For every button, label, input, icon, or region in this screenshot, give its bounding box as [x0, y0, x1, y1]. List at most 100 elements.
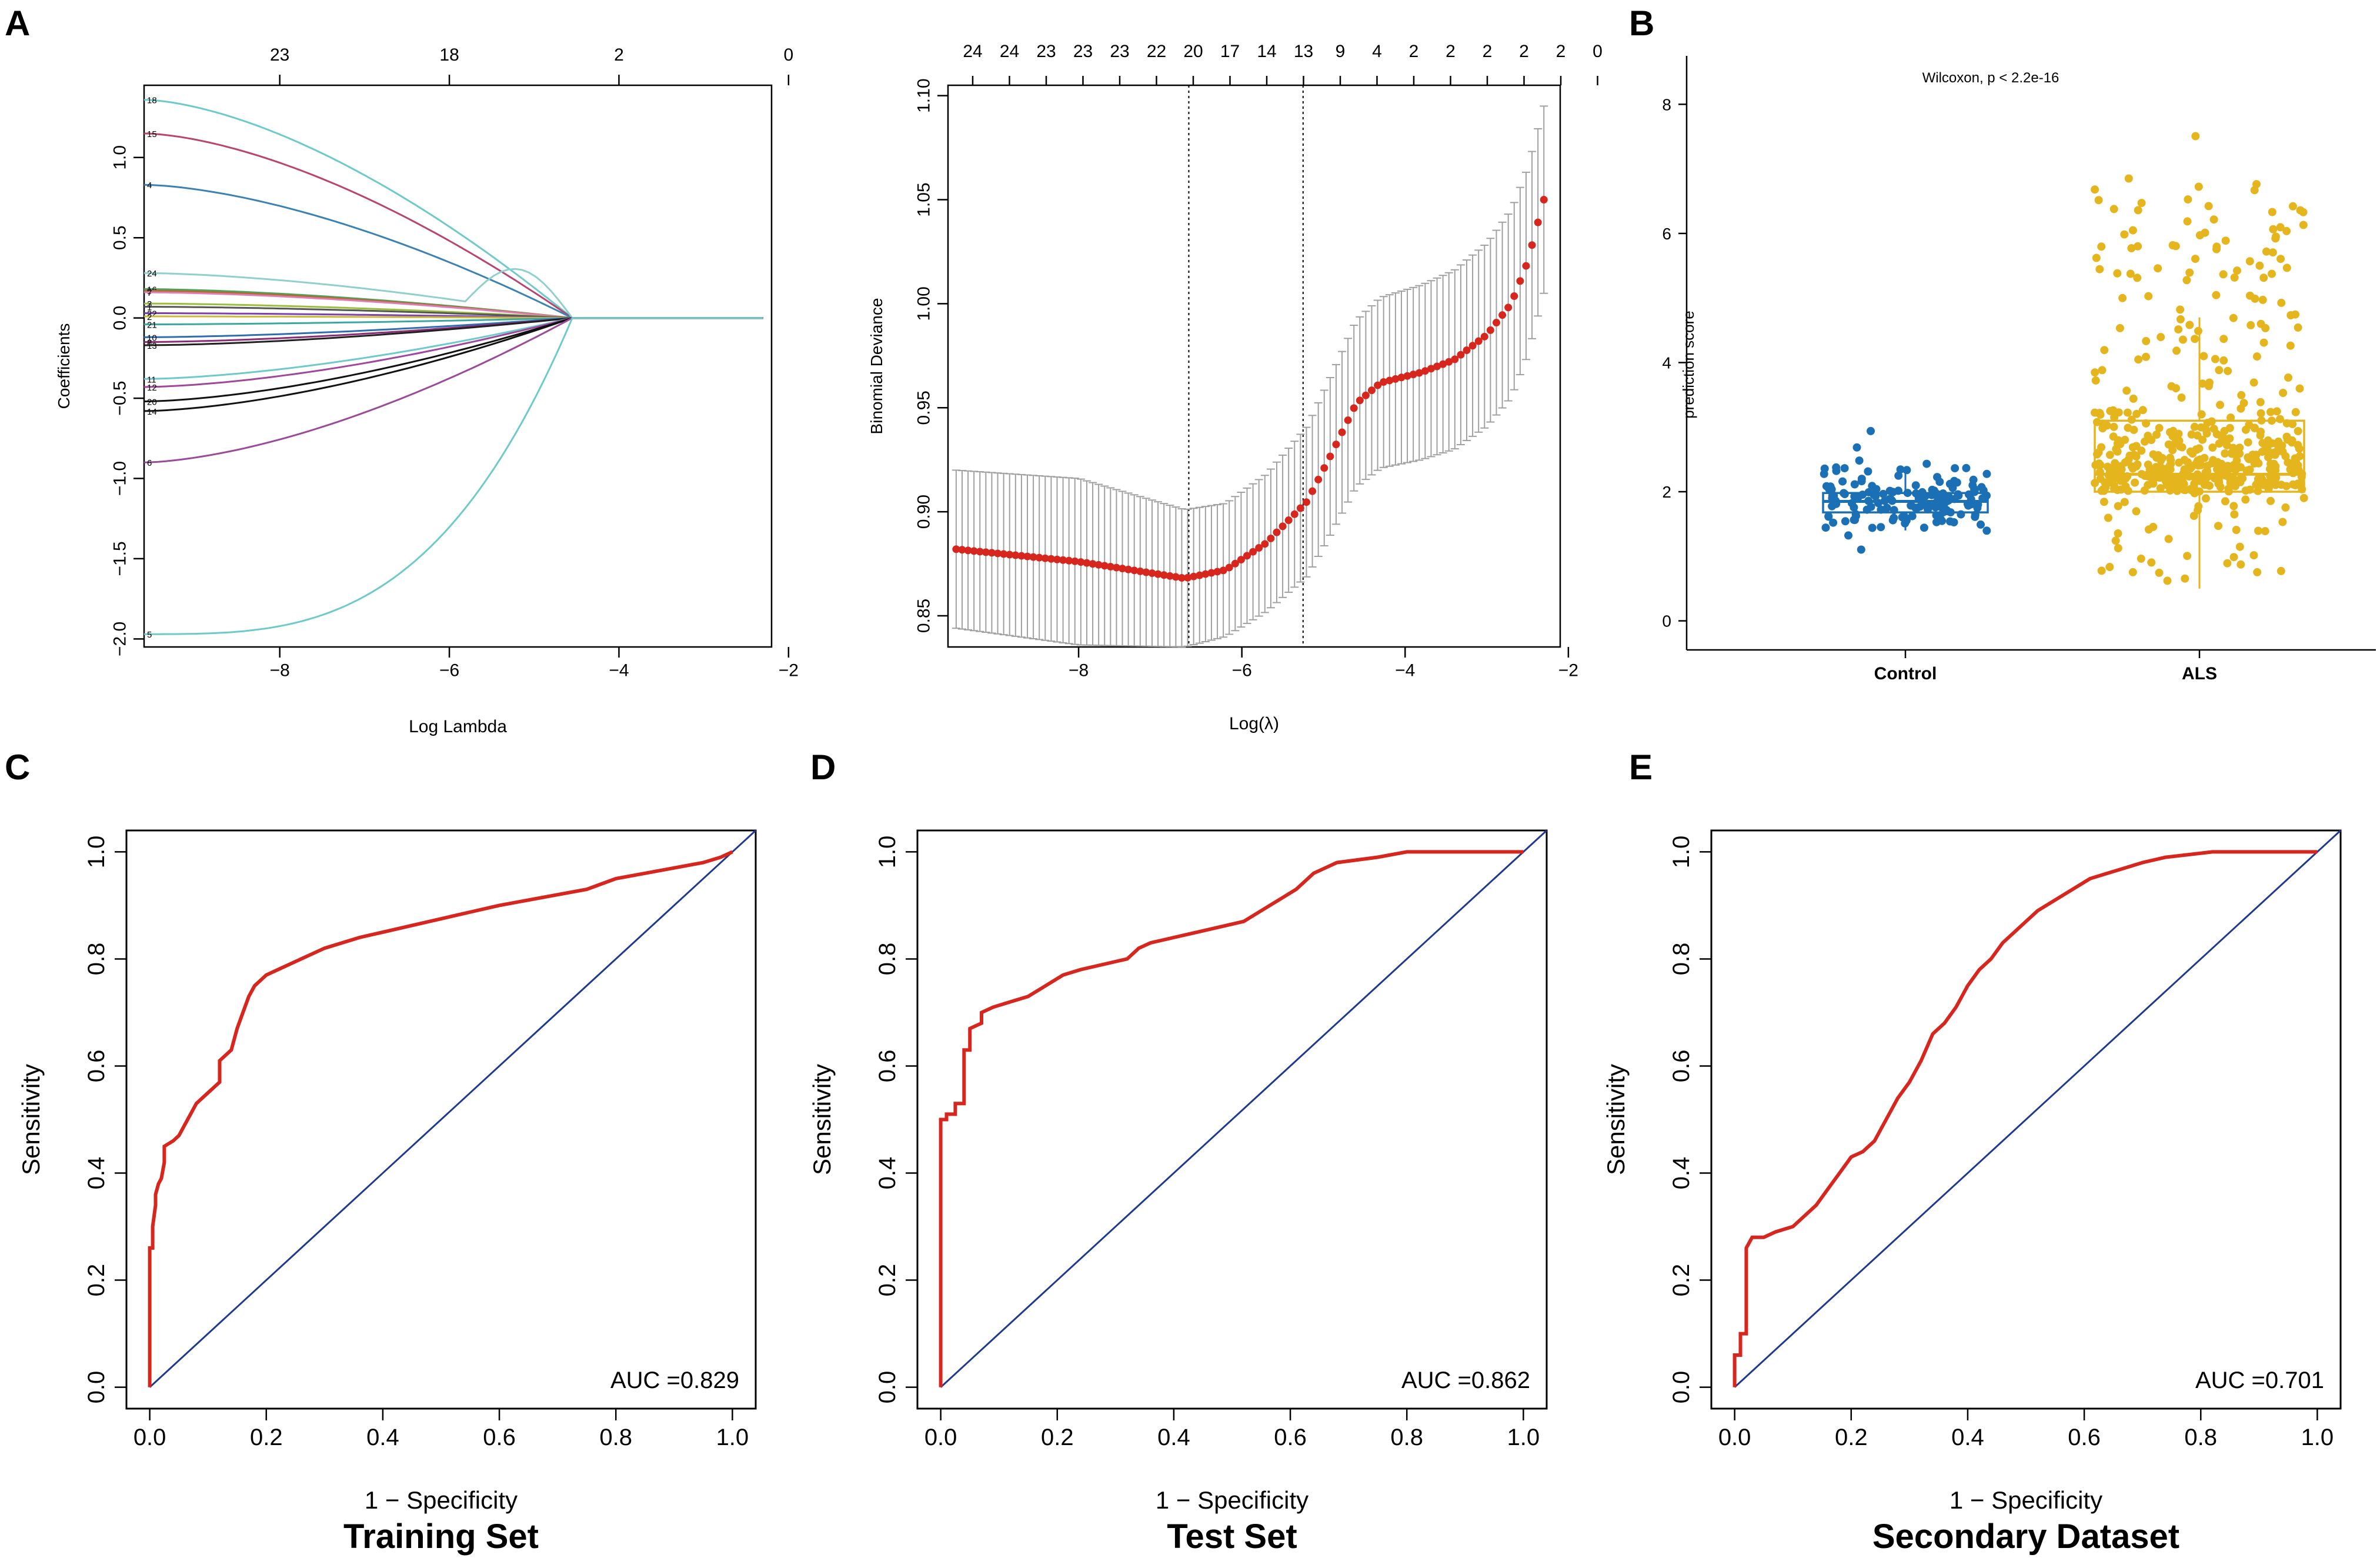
top-tick-label: 2 — [1556, 42, 1566, 61]
score-point — [2168, 446, 2177, 455]
score-point — [2134, 206, 2142, 215]
coef-path-label: 15 — [147, 129, 157, 139]
auc-label: AUC =0.701 — [2195, 1367, 2324, 1393]
y-tick-label: 0.4 — [874, 1157, 900, 1190]
coefficient-path-chart: −8 −6 −4 −2−2.0−1.5−1.0−0.50.00.51.023 18 2 0L… — [55, 45, 799, 736]
top-tick-label: 24 — [1000, 42, 1019, 61]
score-point — [2277, 481, 2286, 489]
score-point — [2212, 242, 2221, 251]
score-point — [2191, 132, 2200, 141]
top-tick-label: 2 — [1446, 42, 1456, 61]
x-tick-label: 0.4 — [1951, 1424, 1984, 1450]
score-point — [2166, 453, 2175, 462]
deviance-point — [1314, 475, 1323, 483]
score-point — [2098, 424, 2107, 433]
score-point — [1844, 531, 1852, 540]
score-point — [2192, 445, 2201, 454]
score-point — [2210, 474, 2219, 483]
deviance-point — [1100, 562, 1109, 570]
score-point — [2237, 391, 2246, 399]
score-point — [2186, 464, 2195, 473]
score-point — [2120, 498, 2129, 506]
score-point — [2157, 456, 2165, 465]
x-tick-label: −8 — [270, 661, 290, 680]
score-point — [2272, 407, 2281, 416]
x-category-label: Control — [1874, 664, 1937, 683]
coef-path-2 — [144, 315, 763, 319]
score-point — [2235, 443, 2244, 452]
score-point — [2134, 242, 2142, 251]
y-tick-label: 0.6 — [874, 1050, 900, 1083]
y-tick-label: −0.5 — [111, 381, 130, 415]
y-tick-label: 0.0 — [84, 1371, 109, 1404]
score-point — [2281, 503, 2290, 512]
score-point — [1982, 469, 1991, 478]
score-point — [2257, 428, 2265, 436]
score-point — [2152, 431, 2161, 439]
deviance-point — [1474, 337, 1483, 345]
score-point — [2261, 527, 2269, 536]
deviance-point — [1273, 528, 1281, 536]
score-point — [2176, 315, 2185, 323]
plot-frame — [143, 84, 773, 648]
score-point — [2230, 510, 2239, 519]
deviance-point — [1089, 560, 1097, 568]
score-point — [2194, 182, 2203, 191]
roc-training-chart: 0.0 0.2 0.4 0.6 0.8 1.0 0.0 0.2 0.4 0.6 0.8 1.0 AUC … — [17, 829, 757, 1556]
deviance-point — [1540, 196, 1548, 204]
top-tick-label: 20 — [1183, 42, 1203, 61]
deviance-point — [1350, 404, 1358, 412]
score-point — [2115, 465, 2124, 473]
deviance-point — [1528, 241, 1536, 249]
score-point — [2266, 496, 2275, 505]
score-point — [2235, 542, 2244, 551]
score-point — [2154, 264, 2162, 273]
score-point — [2201, 494, 2210, 503]
x-tick-label: 1.0 — [1507, 1424, 1540, 1450]
y-tick-label: 0.4 — [84, 1157, 109, 1190]
score-point — [2183, 552, 2192, 561]
coef-path-label: 8 — [147, 338, 152, 348]
deviance-point — [964, 546, 972, 555]
score-point — [2175, 436, 2184, 445]
deviance-point — [1071, 557, 1079, 565]
score-point — [2242, 466, 2251, 475]
score-point — [2244, 453, 2252, 462]
score-point — [2194, 326, 2202, 335]
score-point — [2167, 460, 2175, 469]
score-point — [1821, 523, 1830, 532]
score-point — [2299, 221, 2308, 229]
x-tick-label: 0.2 — [1041, 1424, 1074, 1450]
score-point — [2204, 382, 2213, 391]
score-point — [2174, 429, 2183, 438]
score-point — [2257, 319, 2265, 328]
score-point — [2268, 439, 2276, 448]
score-point — [2167, 479, 2175, 488]
deviance-point — [1047, 555, 1055, 563]
x-tick-label: 0.0 — [133, 1424, 166, 1450]
score-point — [2227, 413, 2235, 422]
coef-path-label: 21 — [147, 321, 157, 331]
score-point — [2164, 535, 2173, 543]
score-point — [2113, 269, 2122, 278]
score-point — [2195, 231, 2204, 239]
score-point — [2172, 384, 2180, 393]
score-point — [2230, 481, 2239, 490]
score-point — [2189, 483, 2198, 492]
score-point — [1923, 503, 1932, 512]
score-point — [1872, 485, 1881, 493]
coef-path-6 — [143, 317, 763, 463]
score-point — [1857, 545, 1865, 554]
score-point — [1877, 523, 1885, 532]
roc-curve — [148, 850, 733, 1387]
score-point — [1937, 515, 1945, 523]
prediction-score-boxplot: 0 2 4 6 8 prediction score Wilcoxon, p < 2.2e-… — [1662, 56, 2376, 683]
score-point — [2142, 336, 2151, 345]
score-point — [2271, 451, 2279, 459]
deviance-point — [970, 547, 978, 555]
score-point — [1840, 464, 1849, 473]
deviance-point — [1320, 464, 1328, 472]
coef-path-label: 24 — [147, 269, 157, 279]
coef-path-label: 10 — [147, 333, 157, 343]
deviance-point — [1267, 534, 1275, 542]
